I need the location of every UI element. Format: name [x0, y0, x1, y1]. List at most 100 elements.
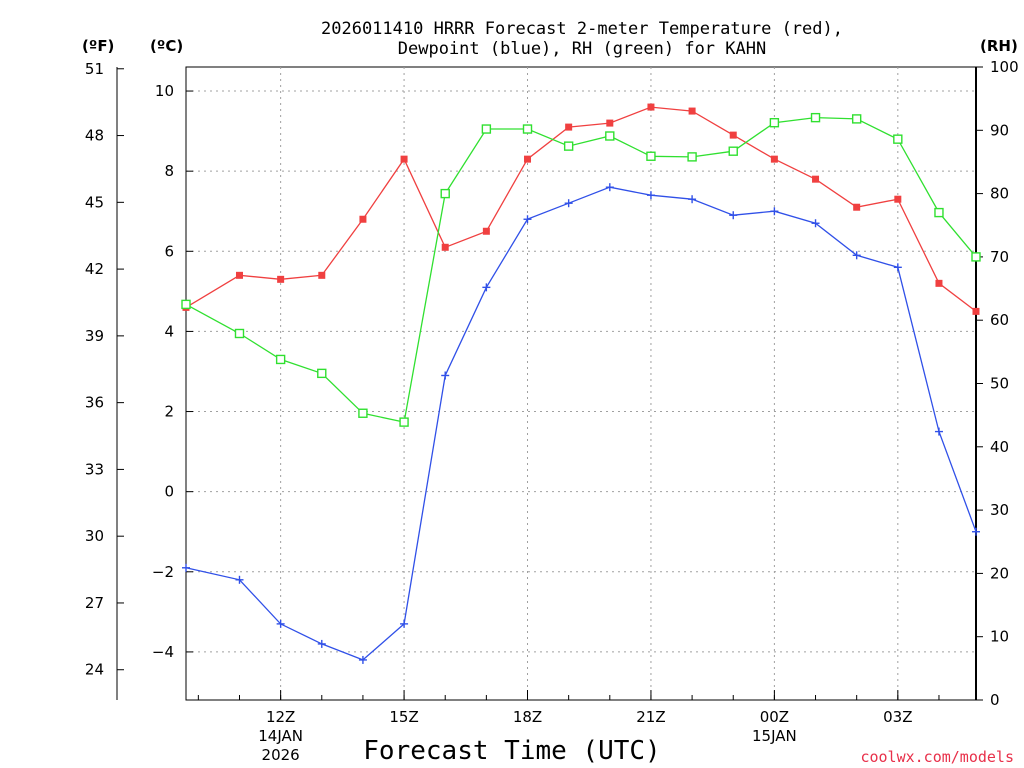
temperature-point: [606, 119, 614, 127]
rh-point: [769, 118, 780, 128]
temperature-point: [894, 195, 902, 203]
date-label: 15JAN: [752, 727, 797, 745]
dewpoint-point: [482, 283, 491, 292]
celsius-tick-label: −2: [152, 563, 174, 581]
dewpoint-point: [605, 183, 614, 192]
chart-title-line-1: 2026011410 HRRR Forecast 2-meter Tempera…: [321, 19, 843, 39]
rh-point: [358, 408, 368, 418]
time-tick-label: 18Z: [513, 708, 542, 726]
rh-tick-label: 30: [990, 501, 1009, 519]
celsius-tick-label: 6: [164, 242, 174, 260]
rh-tick-label: 50: [990, 375, 1009, 393]
rh-tick-label: 60: [990, 311, 1009, 329]
dewpoint-line: [185, 186, 977, 661]
rh-point: [275, 354, 286, 365]
temperature-point: [812, 175, 820, 183]
rh-unit-label: (RH): [980, 37, 1018, 55]
temperature-series: [182, 103, 980, 315]
rh-tick-label: 40: [990, 438, 1009, 456]
rh-point: [934, 207, 944, 218]
temperature-line: [185, 106, 977, 312]
rh-tick-label: 10: [990, 628, 1009, 646]
fahrenheit-tick-label: 36: [85, 394, 104, 412]
dewpoint-point: [182, 563, 190, 572]
time-tick-label: 00Z: [760, 708, 789, 726]
time-tick-label: 12Z: [266, 708, 295, 726]
fahrenheit-tick-label: 24: [85, 661, 104, 679]
data-series: [181, 103, 981, 664]
rh-point: [810, 112, 821, 123]
temperature-point: [853, 203, 861, 211]
dewpoint-point: [358, 655, 367, 664]
rh-point: [181, 299, 191, 310]
dewpoint-point: [235, 575, 244, 584]
rh-point: [563, 141, 574, 151]
grid-lines: [186, 67, 976, 700]
rh-point: [440, 188, 450, 199]
rh-point: [687, 152, 697, 162]
fahrenheit-axis: 24 27 30 33 36 39 42 45 48 51: [85, 60, 124, 679]
dewpoint-point: [729, 211, 738, 220]
fahrenheit-tick-label: 45: [85, 193, 104, 211]
rh-tick-label: 70: [990, 248, 1009, 266]
chart-title-line-2: Dewpoint (blue), RH (green) for KAHN: [398, 39, 766, 59]
dewpoint-point: [811, 219, 820, 228]
rh-tick-label: 80: [990, 185, 1009, 203]
x-axis-title: Forecast Time (UTC): [363, 736, 660, 766]
time-tick-label: 03Z: [883, 708, 912, 726]
dewpoint-point: [688, 195, 697, 204]
credit-text: coolwx.com/models: [860, 748, 1014, 766]
fahrenheit-tick-label: 39: [85, 327, 104, 345]
celsius-axis: −4 −2 0 2 4 6 8 10: [152, 82, 193, 661]
fahrenheit-tick-label: 33: [85, 460, 104, 478]
rh-point: [893, 134, 903, 144]
temperature-point: [277, 275, 285, 283]
rh-tick-label: 20: [990, 564, 1009, 582]
rh-point: [234, 328, 245, 339]
rh-point: [851, 114, 862, 124]
celsius-tick-label: 4: [164, 322, 174, 340]
temperature-point: [524, 155, 532, 163]
rh-line: [185, 116, 977, 423]
celsius-tick-label: 8: [164, 162, 174, 180]
date-label: 14JAN: [258, 727, 303, 745]
celsius-tick-label: 2: [164, 403, 174, 421]
dewpoint-point: [564, 199, 573, 208]
dewpoint-point: [972, 527, 980, 536]
temperature-point: [400, 155, 408, 163]
celsius-unit-label: (ºC): [150, 37, 183, 55]
dewpoint-point: [523, 215, 532, 224]
dewpoint-series: [182, 183, 980, 664]
dewpoint-point: [276, 619, 285, 628]
fahrenheit-tick-label: 42: [85, 260, 104, 278]
temperature-point: [647, 103, 655, 111]
rh-tick-label: 90: [990, 121, 1009, 139]
temperature-point: [235, 271, 243, 279]
fahrenheit-unit-label: (ºF): [82, 37, 114, 55]
rh-point: [605, 131, 615, 141]
dewpoint-point: [934, 427, 943, 436]
rh-tick-label: 100: [990, 58, 1019, 76]
rh-point: [971, 252, 981, 262]
temperature-point: [935, 279, 943, 287]
rh-point: [522, 124, 533, 134]
dewpoint-point: [646, 191, 655, 200]
fahrenheit-tick-label: 30: [85, 527, 104, 545]
dewpoint-point: [441, 371, 450, 380]
time-tick-label: 21Z: [636, 708, 665, 726]
temperature-point: [972, 307, 980, 315]
dewpoint-point: [852, 251, 861, 260]
temperature-point: [729, 131, 737, 139]
dewpoint-point: [770, 207, 779, 216]
rh-point: [399, 417, 409, 427]
temperature-point: [482, 227, 490, 235]
temperature-point: [565, 123, 573, 131]
rh-point: [317, 368, 327, 379]
time-tick-label: 15Z: [389, 708, 418, 726]
dewpoint-point: [400, 619, 409, 628]
rh-series: [181, 112, 981, 427]
dewpoint-point: [317, 639, 326, 648]
rh-point: [728, 146, 738, 156]
